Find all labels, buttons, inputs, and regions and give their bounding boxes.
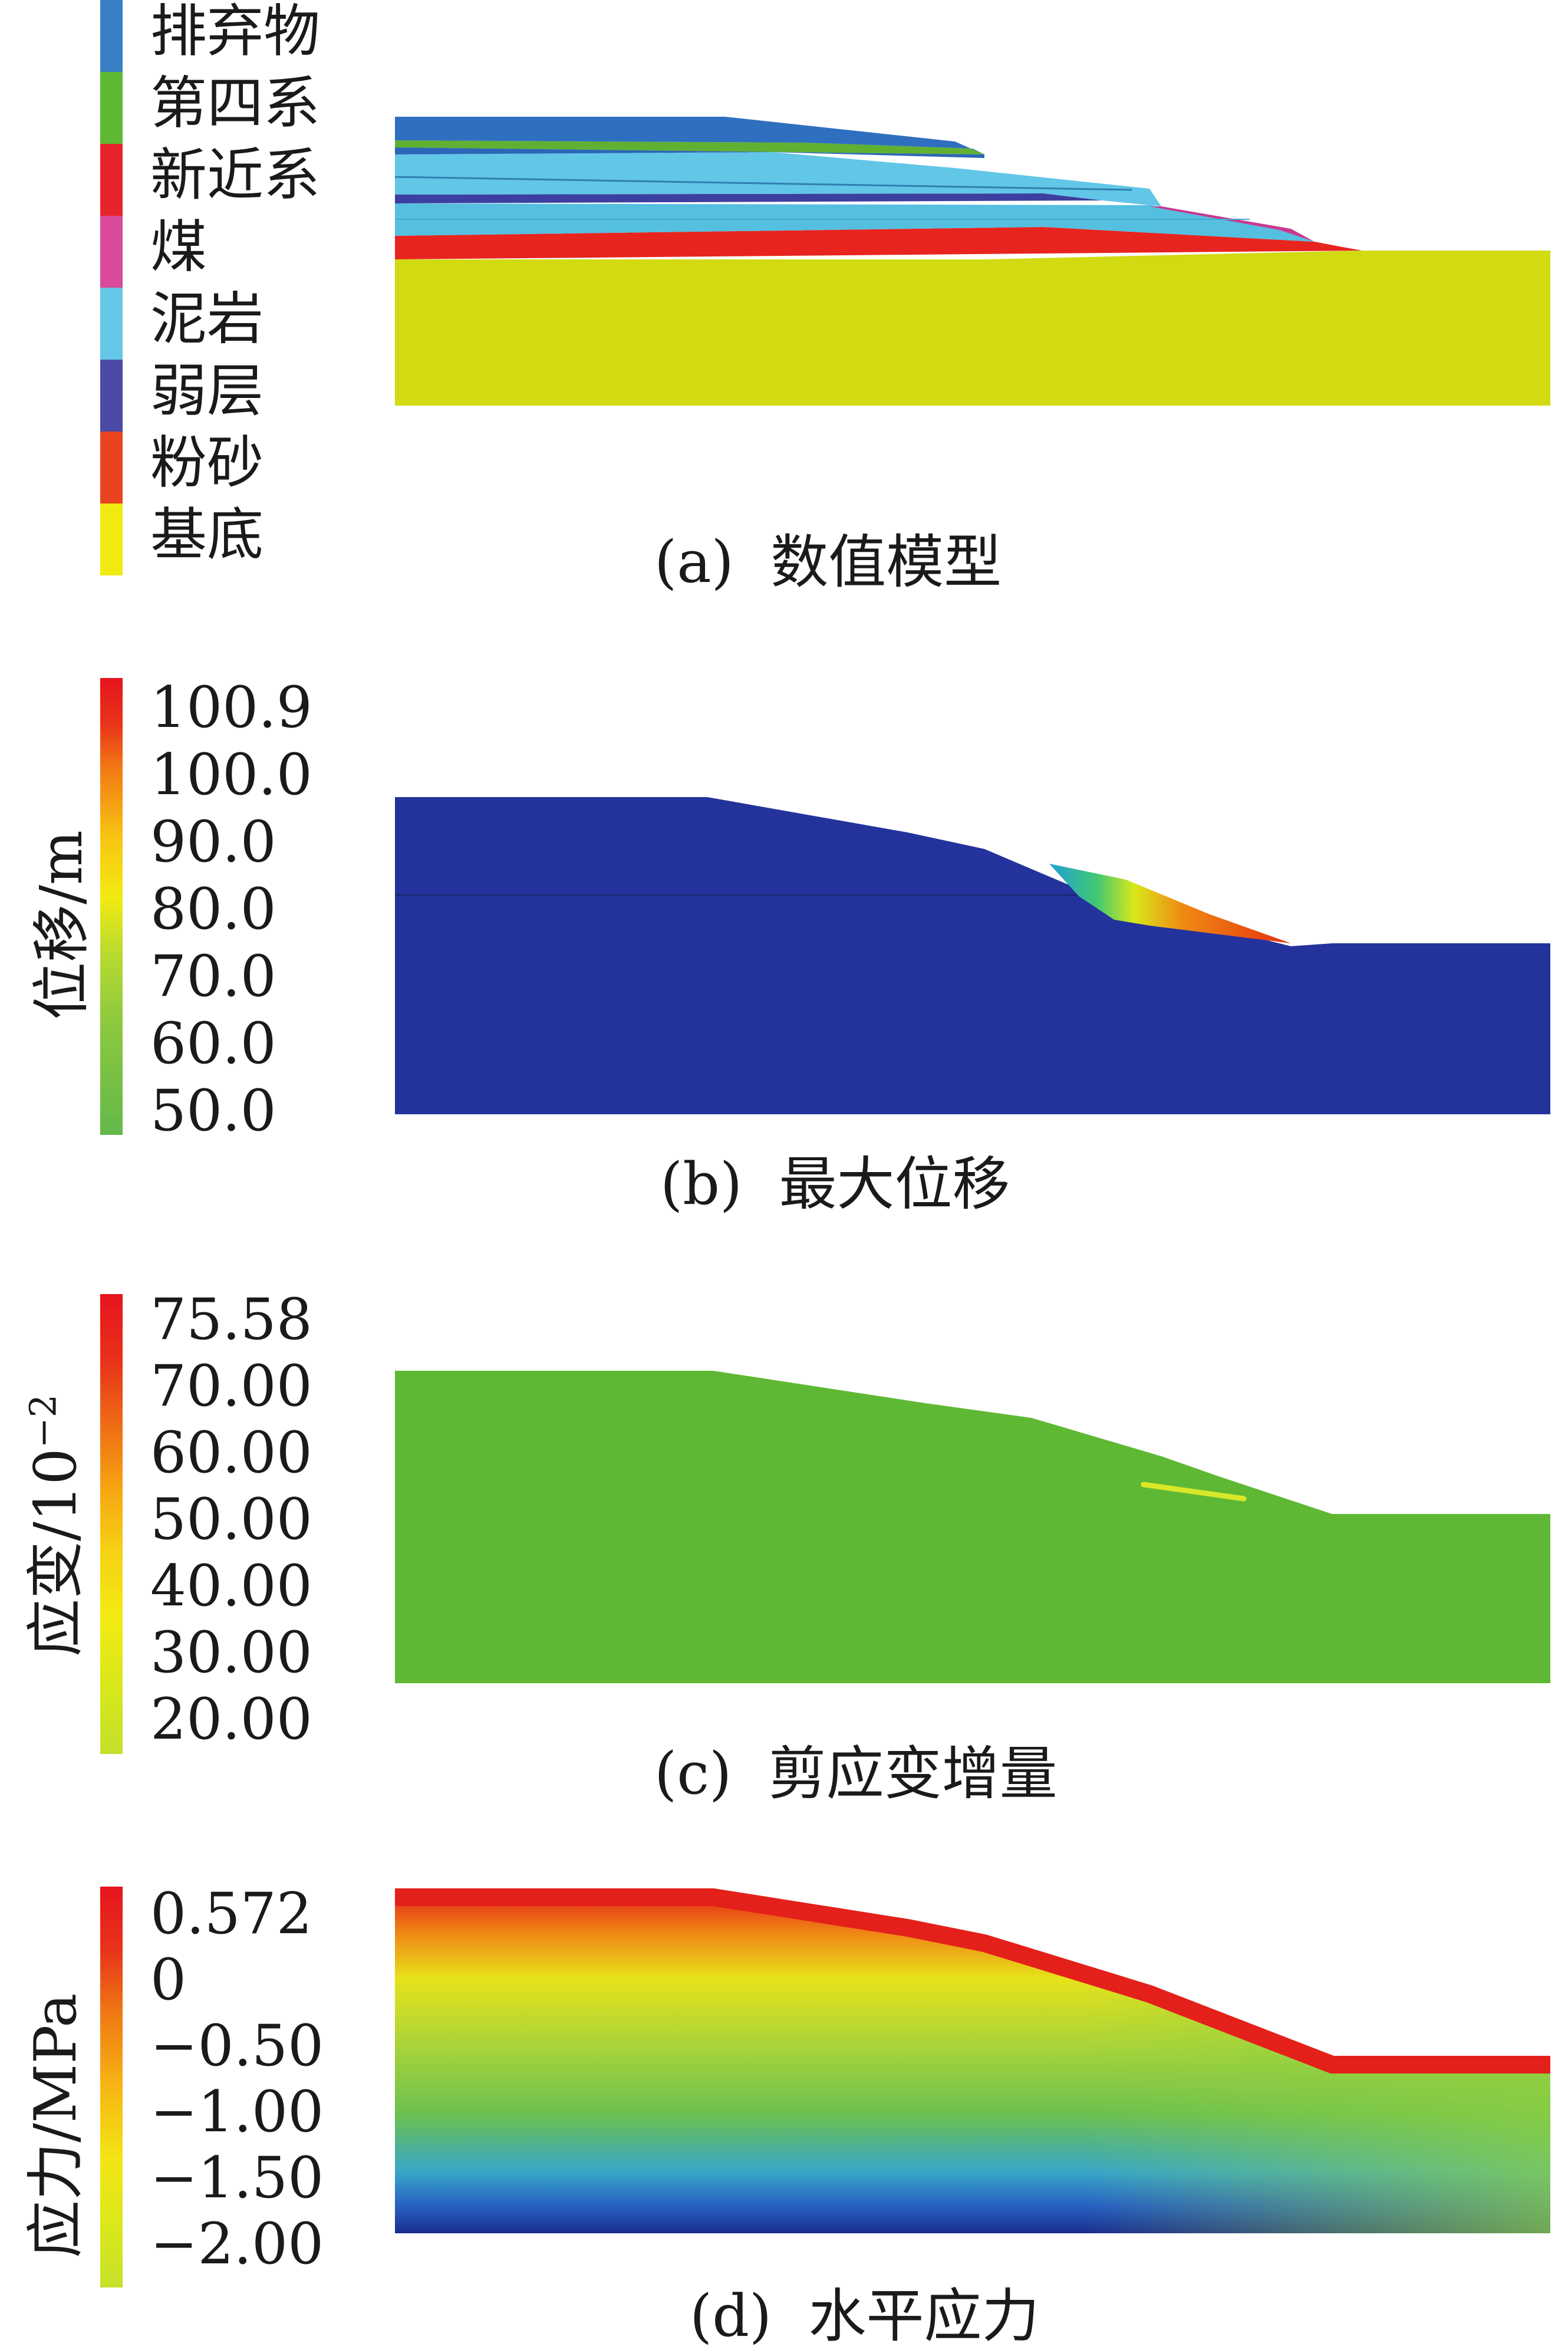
legend-label: 弱层 [150, 358, 263, 424]
colorbar-tick-label: −2.00 [150, 2211, 324, 2277]
stress-axis-label: 应力/MPa [22, 1993, 90, 2258]
panel-numerical-model: 排弃物 第四系 新近系煤泥岩 弱层 粉砂 基底 (a) 数值模型 [0, 0, 1568, 613]
caption-letter: (b) [660, 1151, 743, 1218]
colorbar-tick-label: 20.00 [150, 1686, 312, 1752]
legend-label: 泥岩 [150, 286, 263, 352]
displacement-figure [395, 666, 1568, 1220]
model-svg [395, 117, 1550, 406]
strain-axis-main: 应变/10 [22, 1448, 90, 1657]
caption-letter: (a) [654, 529, 734, 596]
panel-max-displacement: 100.9 100.0 90.0 80.0 70.0 60.0 50.0 位移/m (b) … [0, 666, 1568, 1220]
layer-mudstone-lower [395, 203, 1315, 242]
layer-base [395, 251, 1550, 406]
horizontal-stress-figure [395, 1869, 1568, 2348]
strain-axis-label: 应变/10−2 [9, 1394, 93, 1657]
caption-letter: (c) [654, 1740, 732, 1808]
legend-swatch [100, 144, 123, 216]
caption-b: (b) 最大位移 [660, 1156, 1010, 1213]
panel-horizontal-stress: 0.572 0 −0.50 −1.00 −1.50 −2.00 应力/MPa [0, 1869, 1568, 2348]
caption-letter: (d) [690, 2283, 772, 2350]
legend-swatch [100, 432, 123, 503]
legend-swatch [100, 360, 123, 432]
displacement-colorbar [100, 678, 123, 1135]
strain-field [395, 1371, 1550, 1683]
slope-surface-stress [395, 1888, 1550, 2073]
strain-axis-exponent: −2 [21, 1394, 65, 1449]
panel-shear-strain: 75.58 70.00 60.00 50.00 40.00 30.00 20.00 应变/1… [0, 1279, 1568, 1810]
colorbar-tick-label: 100.0 [150, 742, 312, 808]
layer-neogene-thin [395, 147, 984, 158]
colorbar-tick-label: −1.00 [150, 2079, 324, 2145]
colorbar-tick-label: −0.50 [150, 2013, 324, 2079]
legend-swatch [100, 503, 123, 575]
legend-swatch [100, 72, 123, 144]
colorbar-tick-label: 40.00 [150, 1553, 312, 1619]
caption-c: (c) 剪应变增量 [654, 1745, 1058, 1803]
caption-text: 剪应变增量 [768, 1740, 1058, 1808]
layer-silt [395, 227, 1362, 259]
caption-text: 数值模型 [770, 529, 1002, 596]
layer-waste-dump [395, 117, 984, 154]
colorbar-tick-label: 30.00 [150, 1620, 312, 1686]
colorbar-tick-label: 0 [150, 1947, 187, 2013]
colorbar-tick-label: 60.0 [150, 1011, 276, 1077]
shear-strain-figure [395, 1279, 1568, 1810]
horizontal-stress-svg [395, 1888, 1550, 2233]
caption-text: 最大位移 [779, 1151, 1010, 1218]
colorbar-tick-label: 90.0 [150, 809, 276, 875]
colorbar-tick-label: 80.0 [150, 876, 276, 942]
colorbar-tick-label: 0.572 [150, 1881, 312, 1947]
layer-mudstone-upper [395, 152, 1161, 206]
caption-text: 水平应力 [808, 2283, 1040, 2350]
colorbar-tick-label: 75.58 [150, 1286, 312, 1352]
layer-line [395, 176, 1132, 191]
colorbar-tick-label: 50.00 [150, 1486, 312, 1552]
stress-colorbar [100, 1887, 123, 2288]
legend-label: 粉砂 [150, 430, 263, 496]
legend-swatch [100, 0, 123, 72]
legend-label: 第四系 [150, 70, 320, 136]
legend-label: 排弃物 [150, 0, 320, 64]
legend-swatch [100, 288, 123, 360]
legend-label: 基底 [150, 502, 263, 568]
legend-label: 新近系 [150, 142, 320, 208]
colorbar-tick-label: −1.50 [150, 2145, 324, 2211]
colorbar-tick-label: 70.0 [150, 943, 276, 1009]
legend-swatch [100, 216, 123, 288]
shear-strain-svg [395, 1371, 1550, 1683]
colorbar-tick-label: 70.00 [150, 1353, 312, 1419]
caption-d: (d) 水平应力 [690, 2288, 1040, 2345]
layer-weak [395, 193, 1102, 203]
colorbar-tick-label: 100.9 [150, 674, 312, 740]
layer-quaternary [395, 140, 984, 154]
numerical-model-figure [395, 0, 1568, 613]
stress-field-shading [395, 1894, 1550, 2233]
displacement-axis-label: 位移/m [28, 830, 95, 1020]
legend-label: 煤 [150, 214, 207, 280]
caption-a: (a) 数值模型 [654, 534, 1002, 591]
shear-band [1141, 1482, 1247, 1502]
displacement-svg [395, 797, 1550, 1114]
strain-colorbar [100, 1294, 123, 1754]
colorbar-tick-label: 60.00 [150, 1420, 312, 1486]
displacement-field [395, 797, 1550, 1114]
colorbar-tick-label: 50.0 [150, 1078, 276, 1144]
sliding-mass [1049, 864, 1291, 943]
